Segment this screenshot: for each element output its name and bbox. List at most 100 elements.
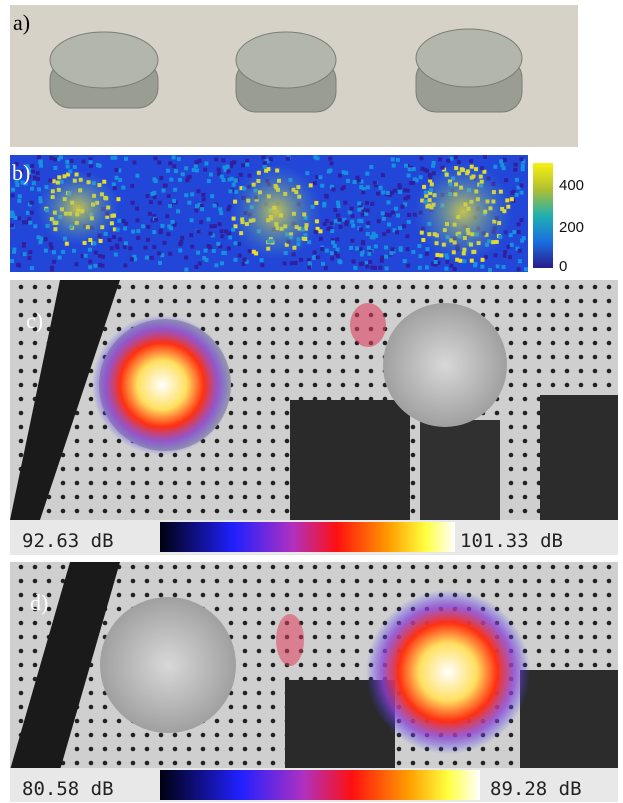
noise-pixel — [212, 249, 216, 253]
noise-pixel — [512, 230, 516, 234]
noise-pixel — [330, 256, 334, 260]
noise-pixel — [214, 263, 218, 267]
noise-pixel — [213, 224, 217, 228]
noise-pixel — [350, 220, 354, 224]
noise-pixel — [418, 254, 422, 258]
noise-pixel — [313, 251, 317, 255]
noise-pixel — [28, 256, 32, 260]
noise-pixel — [219, 211, 223, 215]
noise-pixel — [158, 201, 162, 205]
noise-pixel — [367, 246, 371, 250]
noise-pixel — [88, 160, 92, 164]
noise-pixel — [96, 163, 100, 167]
noise-pixel — [23, 252, 27, 256]
noise-pixel — [44, 249, 48, 253]
noise-pixel — [88, 265, 92, 269]
noise-pixel — [413, 177, 417, 181]
noise-pixel — [409, 181, 413, 185]
noise-pixel — [44, 237, 48, 241]
noise-pixel — [377, 219, 381, 223]
noise-pixel — [515, 193, 519, 197]
noise-pixel — [10, 224, 14, 228]
noise-pixel — [194, 208, 198, 212]
noise-pixel — [333, 244, 337, 248]
noise-pixel — [224, 229, 228, 233]
noise-pixel — [379, 186, 383, 190]
noise-pixel — [65, 160, 69, 164]
noise-pixel — [407, 213, 411, 217]
noise-pixel — [503, 158, 507, 162]
noise-pixel — [18, 194, 22, 198]
noise-pixel — [94, 251, 98, 255]
noise-pixel — [241, 163, 245, 167]
noise-pixel — [88, 248, 92, 252]
noise-pixel — [52, 260, 56, 264]
noise-pixel — [148, 212, 152, 216]
noise-pixel — [130, 257, 134, 261]
heat-colorbar — [160, 770, 480, 800]
noise-pixel — [58, 256, 62, 260]
noise-pixel — [146, 194, 150, 198]
noise-pixel — [328, 157, 332, 161]
noise-pixel — [169, 226, 173, 230]
noise-pixel — [222, 178, 226, 182]
noise-pixel — [124, 222, 128, 226]
noise-pixel — [190, 192, 194, 196]
noise-pixel — [168, 161, 172, 165]
noise-pixel — [384, 213, 388, 217]
noise-pixel — [227, 246, 231, 250]
noise-pixel — [194, 265, 198, 269]
noise-pixel — [74, 262, 78, 266]
noise-pixel — [11, 188, 15, 192]
colorbar-tick: 400 — [559, 177, 584, 194]
noise-pixel — [130, 184, 134, 188]
noise-pixel — [214, 157, 218, 161]
noise-pixel — [398, 185, 402, 189]
noise-pixel — [391, 247, 395, 251]
noise-pixel — [220, 229, 224, 233]
noise-pixel — [135, 207, 139, 211]
noise-pixel — [22, 244, 26, 248]
colorbar-tick: 200 — [559, 219, 584, 236]
noise-pixel — [160, 224, 164, 228]
noise-pixel — [361, 241, 365, 245]
noise-pixel — [316, 255, 320, 259]
noise-pixel — [269, 157, 273, 161]
noise-pixel — [204, 258, 208, 262]
noise-pixel — [499, 159, 503, 163]
noise-pixel — [196, 189, 200, 193]
noise-pixel — [524, 267, 528, 271]
noise-pixel — [12, 250, 16, 254]
noise-pixel — [49, 242, 53, 246]
noise-pixel — [352, 259, 356, 263]
noise-pixel — [260, 258, 264, 262]
noise-pixel — [172, 199, 176, 203]
noise-pixel — [210, 194, 214, 198]
figure: a) b) 400 200 0 c) 92.63 dB 101.33 dB — [0, 0, 623, 803]
noise-pixel — [184, 256, 188, 260]
noise-pixel — [337, 204, 341, 208]
noise-pixel — [30, 201, 34, 205]
noise-pixel — [438, 157, 442, 161]
noise-pixel — [359, 262, 363, 266]
noise-pixel — [510, 243, 514, 247]
noise-pixel — [517, 222, 521, 226]
noise-pixel — [319, 229, 323, 233]
noise-pixel — [396, 158, 400, 162]
noise-pixel — [72, 249, 76, 253]
scale-max: 89.28 dB — [490, 778, 582, 800]
noise-pixel — [230, 161, 234, 165]
noise-pixel — [228, 235, 232, 239]
noise-pixel — [518, 259, 522, 263]
noise-pixel — [325, 219, 329, 223]
noise-pixel — [320, 247, 324, 251]
noise-pixel — [330, 161, 334, 165]
noise-pixel — [168, 204, 172, 208]
noise-pixel — [114, 253, 118, 257]
noise-pixel — [152, 191, 156, 195]
noise-pixel — [483, 155, 487, 159]
noise-pixel — [406, 264, 410, 268]
scale-max: 101.33 dB — [460, 530, 563, 552]
noise-pixel — [172, 164, 176, 168]
noise-pixel — [112, 182, 116, 186]
